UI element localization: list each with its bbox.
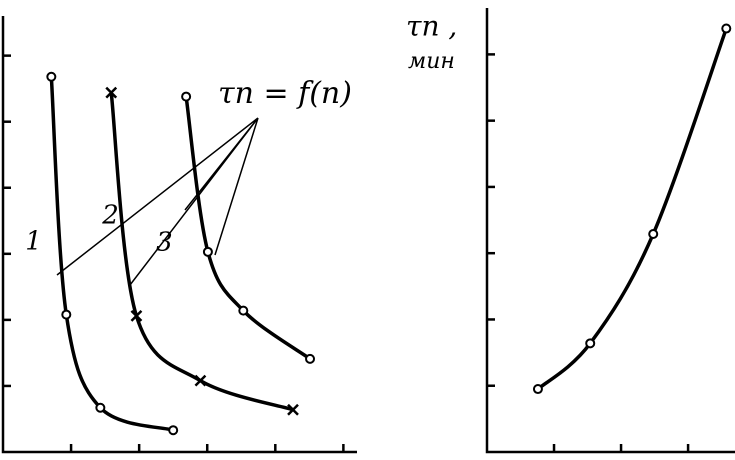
curve [49, 76, 174, 432]
curve-label: 2 [101, 201, 119, 231]
curve [109, 92, 294, 412]
marker-x [287, 403, 299, 416]
curve [536, 27, 728, 391]
marker-x [194, 374, 207, 387]
marker-x [130, 310, 143, 322]
marker-o [46, 71, 57, 82]
marker-o [168, 425, 179, 436]
curve [184, 96, 312, 361]
marker-o [585, 338, 596, 349]
marker-o [238, 305, 249, 316]
y-axis-label: τп , [406, 10, 457, 43]
marker-o [181, 91, 192, 102]
axes [1, 16, 357, 454]
marker-o [532, 384, 543, 395]
y-axis-unit: мин [408, 49, 455, 74]
marker-o [61, 309, 72, 320]
marker-o [202, 246, 213, 257]
marker-o [648, 228, 659, 239]
curve-label: 1 [25, 226, 42, 256]
annotation: τп = f(п) [218, 76, 352, 111]
marker-o [95, 402, 106, 413]
axes [485, 8, 735, 454]
marker-o [305, 353, 316, 364]
leader-lines [56, 117, 259, 286]
marker-o [721, 23, 732, 34]
curve-label: 3 [156, 228, 173, 258]
marker-x [105, 86, 118, 99]
